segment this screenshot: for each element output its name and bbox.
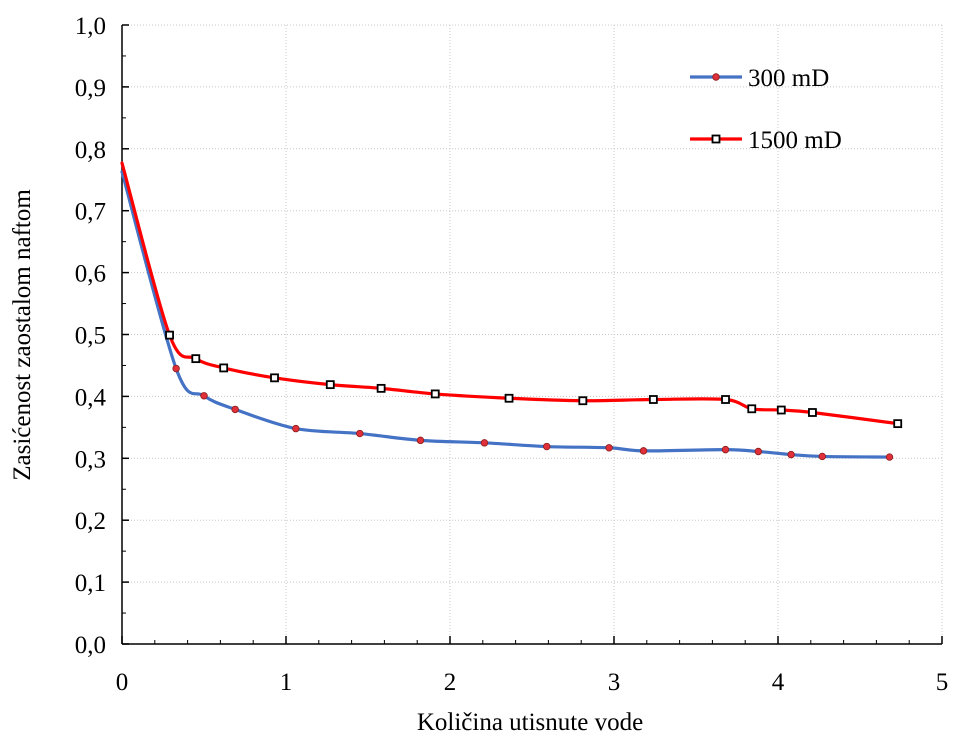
y-tick-label: 1,0 bbox=[75, 13, 106, 40]
grid bbox=[122, 24, 943, 644]
data-point-300-md bbox=[416, 436, 425, 445]
data-point-1500-md bbox=[219, 363, 229, 373]
x-tick-label: 4 bbox=[772, 669, 785, 696]
data-point-1500-md bbox=[808, 408, 817, 417]
series-1500-md bbox=[120, 161, 903, 429]
series-layer bbox=[120, 161, 903, 461]
data-point-1500-md bbox=[376, 383, 386, 393]
data-point-1500-md bbox=[430, 389, 440, 399]
tick-labels: 0,0 0,1 0,2 0,3 0,4 0,5 0,6 0,7 0,8 0,9 1,0 0 1 2 3 4 5 bbox=[75, 13, 949, 696]
legend-label-1500-md: 1500 mD bbox=[748, 127, 842, 154]
y-tick-label: 0,0 bbox=[75, 632, 106, 659]
axes bbox=[121, 24, 943, 645]
y-axis-title: Zasićenost zaostalom naftom bbox=[9, 189, 36, 481]
legend-marker-300-md bbox=[712, 73, 720, 81]
data-point-1500-md bbox=[747, 404, 757, 414]
data-point-1500-md bbox=[578, 396, 588, 406]
data-point-1500-md bbox=[776, 405, 786, 415]
data-point-1500-md bbox=[325, 380, 335, 390]
series-300-md bbox=[120, 170, 894, 461]
y-tick-label: 0,7 bbox=[75, 199, 106, 226]
x-tick-label: 1 bbox=[280, 669, 293, 696]
data-point-300-md bbox=[292, 424, 300, 433]
y-tick-label: 0,4 bbox=[75, 384, 107, 411]
x-tick-label: 2 bbox=[444, 669, 457, 696]
legend-marker-1500-md bbox=[711, 134, 721, 144]
data-point-300-md bbox=[231, 405, 239, 414]
data-point-300-md bbox=[480, 439, 489, 447]
x-tick-label: 3 bbox=[608, 669, 621, 696]
data-point-300-md bbox=[721, 445, 730, 454]
data-point-300-md bbox=[754, 447, 763, 456]
y-tick-label: 0,1 bbox=[75, 570, 106, 597]
data-point-1500-md bbox=[165, 330, 174, 340]
data-point-300-md bbox=[885, 453, 894, 461]
data-point-300-md bbox=[787, 450, 795, 459]
x-tick-label: 5 bbox=[936, 669, 949, 696]
y-tick-label: 0,2 bbox=[75, 508, 106, 535]
data-point-1500-md bbox=[270, 373, 279, 383]
data-point-300-md bbox=[639, 447, 648, 455]
legend-item-1500-md: 1500 mD bbox=[690, 127, 842, 154]
data-point-300-md bbox=[200, 392, 208, 400]
y-tick-label: 0,5 bbox=[75, 323, 106, 350]
y-tick-label: 0,3 bbox=[75, 446, 106, 473]
y-tick-label: 0,8 bbox=[75, 137, 106, 164]
legend-item-300-md: 300 mD bbox=[690, 65, 829, 92]
legend-label-300-md: 300 mD bbox=[748, 65, 829, 92]
data-point-300-md bbox=[543, 442, 551, 451]
data-point-1500-md bbox=[893, 419, 903, 429]
data-point-1500-md bbox=[721, 395, 730, 404]
data-point-300-md bbox=[172, 364, 180, 373]
data-point-1500-md bbox=[648, 395, 658, 404]
y-tick-label: 0,6 bbox=[75, 261, 106, 288]
x-axis-title: Količina utisnute vode bbox=[417, 709, 643, 736]
data-point-300-md bbox=[818, 452, 826, 461]
legend: 300 mD 1500 mD bbox=[690, 65, 842, 154]
data-point-300-md bbox=[605, 444, 613, 452]
x-tick-label: 0 bbox=[116, 669, 129, 696]
data-point-300-md bbox=[356, 429, 364, 438]
y-tick-label: 0,9 bbox=[75, 75, 106, 102]
data-point-1500-md bbox=[504, 393, 514, 403]
data-point-1500-md bbox=[191, 354, 201, 364]
